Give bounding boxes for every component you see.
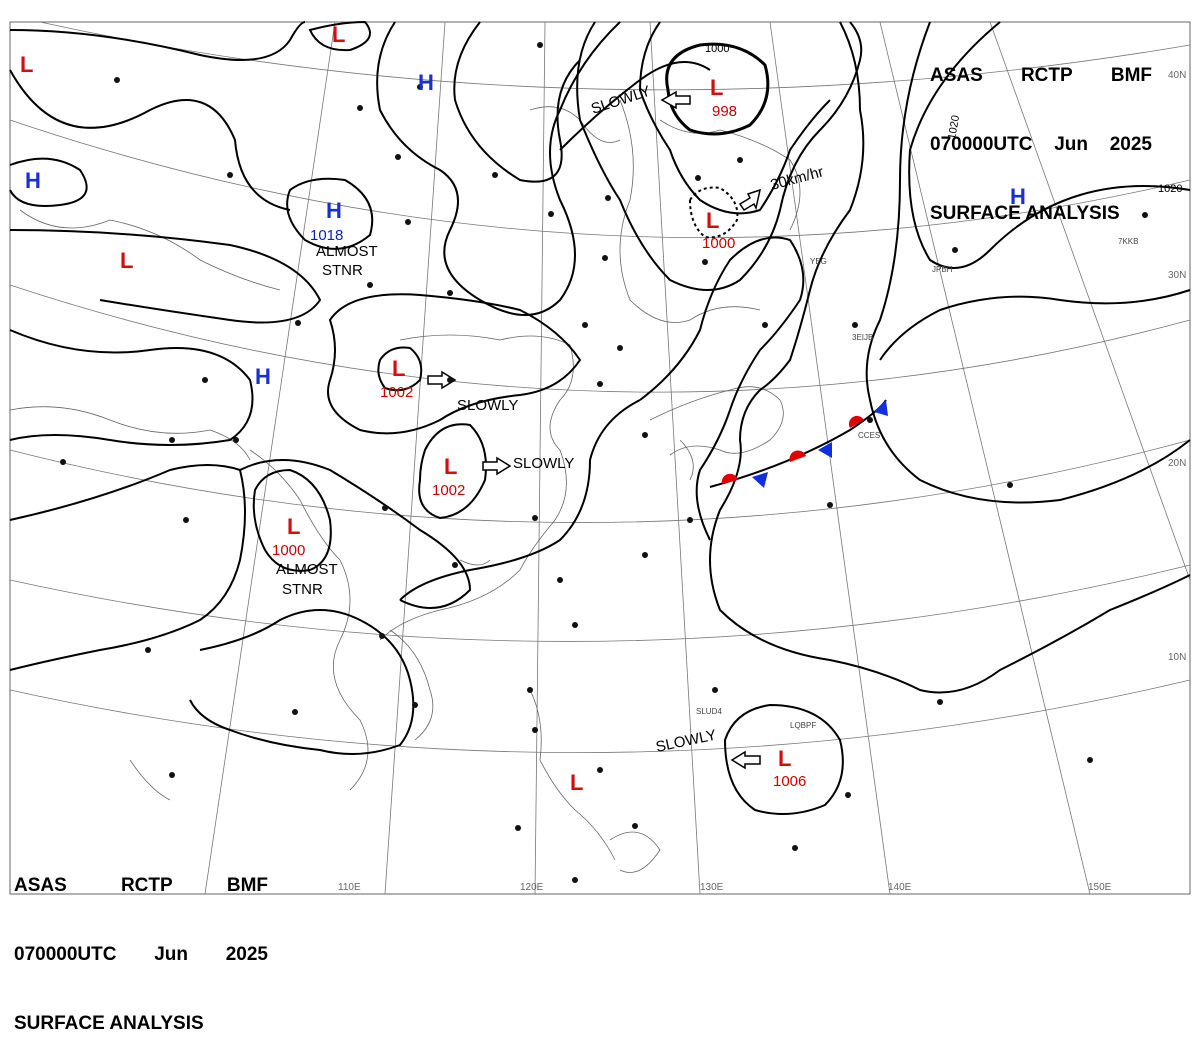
header-code: BMF — [226, 875, 268, 896]
arrow-icon — [660, 90, 691, 110]
pressure-centers: L L L H H H 1018 H L 998 L 1000 H L 1002… — [20, 22, 1026, 795]
lon-label: 110E — [338, 882, 361, 893]
header-line2: 070000UTC Jun 2025 — [930, 133, 1152, 156]
low-center: L — [20, 52, 33, 77]
low-center: L — [570, 770, 583, 795]
latitude-lines — [9, 21, 1191, 753]
header-code: BMF — [1110, 65, 1152, 86]
lat-label: 30N — [1168, 270, 1186, 281]
header-top-right: ASAS RCTP BMF 070000UTC Jun 2025 SURFACE… — [930, 18, 1152, 248]
cold-front-triangle — [818, 442, 832, 458]
header-time: 070000UTC — [930, 134, 1033, 155]
high-center-value: 1018 — [310, 227, 343, 244]
isobar-label: 1020 — [1158, 183, 1182, 195]
header-line3: SURFACE ANALYSIS — [930, 202, 1152, 225]
station-id: 7KKB — [1118, 237, 1138, 246]
high-center: H — [326, 198, 342, 223]
arrow-icon — [427, 370, 457, 390]
almost-label: ALMOST — [276, 561, 338, 578]
warm-front-semicircle — [721, 473, 738, 484]
lon-label: 150E — [1088, 882, 1112, 893]
high-center: H — [25, 168, 41, 193]
stationary-front — [709, 399, 888, 488]
low-center-value: 1002 — [432, 482, 465, 499]
longitude-lines — [204, 21, 1191, 895]
warm-front-semicircle — [789, 450, 806, 462]
high-center: H — [418, 70, 434, 95]
low-center-value: 1002 — [380, 384, 413, 401]
header-line1: ASAS RCTP BMF — [14, 874, 268, 897]
header-year: 2025 — [225, 944, 268, 965]
header-line3: SURFACE ANALYSIS — [14, 1012, 268, 1035]
lat-label: 40N — [1168, 70, 1186, 81]
station-id: JPBH — [932, 265, 953, 274]
header-title: SURFACE ANALYSIS — [14, 1013, 204, 1034]
almost-label: ALMOST — [316, 243, 378, 260]
station-plots — [60, 42, 1148, 883]
header-line1: ASAS RCTP BMF — [930, 64, 1152, 87]
stnr-label: STNR — [282, 581, 323, 598]
low-center-value: 1000 — [272, 542, 305, 559]
longitude-labels: 110E 120E 130E 140E 150E — [338, 882, 1112, 893]
low-center-value: 1006 — [773, 773, 806, 790]
lon-label: 130E — [700, 882, 724, 893]
lon-label: 140E — [888, 882, 912, 893]
movement-arrows — [427, 90, 762, 770]
warm-front-semicircle — [848, 415, 864, 428]
header-month: Jun — [154, 944, 188, 965]
header-agency: ASAS — [14, 875, 67, 896]
weather-map: 110E 120E 130E 140E 150E 40N 30N 20N 10N… — [9, 20, 1191, 895]
low-center: L — [120, 248, 133, 273]
header-bottom-left: ASAS RCTP BMF 070000UTC Jun 2025 SURFACE… — [14, 828, 268, 1058]
high-center: H — [1010, 184, 1026, 209]
station-id: 3EIJB — [852, 333, 873, 342]
low-center: L — [778, 746, 791, 771]
header-line2: 070000UTC Jun 2025 — [14, 943, 268, 966]
arrow-icon — [482, 456, 512, 476]
header-title: SURFACE ANALYSIS — [930, 203, 1120, 224]
low-center-value: 1000 — [702, 235, 735, 252]
latitude-labels: 40N 30N 20N 10N — [1168, 70, 1186, 663]
slowly-label: SLOWLY — [457, 397, 518, 414]
high-center: H — [255, 364, 271, 389]
low-center: L — [332, 22, 345, 47]
low-center-value: 998 — [712, 103, 737, 120]
isobar-label: 1020 — [946, 114, 962, 140]
header-month: Jun — [1054, 134, 1088, 155]
cold-front-triangle — [752, 472, 768, 488]
slowly-label: SLOWLY — [513, 455, 574, 472]
isobars — [9, 20, 1191, 815]
lat-label: 10N — [1168, 652, 1186, 663]
map-frame — [9, 21, 1191, 895]
header-time: 070000UTC — [14, 944, 117, 965]
low-center: L — [444, 454, 457, 479]
station-id: SLUD4 — [696, 707, 722, 716]
stnr-label: STNR — [322, 262, 363, 279]
isobar-label: 1000 — [705, 43, 729, 55]
low-center: L — [710, 75, 723, 100]
cold-front-triangle — [874, 400, 888, 416]
header-year: 2025 — [1109, 134, 1152, 155]
arrow-icon — [738, 188, 762, 212]
lon-label: 120E — [520, 882, 544, 893]
lat-label: 20N — [1168, 458, 1186, 469]
low-center: L — [706, 208, 719, 233]
header-center: RCTP — [1020, 65, 1073, 86]
station-id: YEG — [810, 257, 827, 266]
coastlines — [9, 99, 801, 873]
arrow-icon — [730, 750, 761, 770]
low-center: L — [287, 514, 300, 539]
header-center: RCTP — [120, 875, 173, 896]
station-id: CCES — [858, 431, 880, 440]
station-id: LQBPF — [790, 721, 816, 730]
header-agency: ASAS — [930, 65, 983, 86]
low-center: L — [392, 356, 405, 381]
